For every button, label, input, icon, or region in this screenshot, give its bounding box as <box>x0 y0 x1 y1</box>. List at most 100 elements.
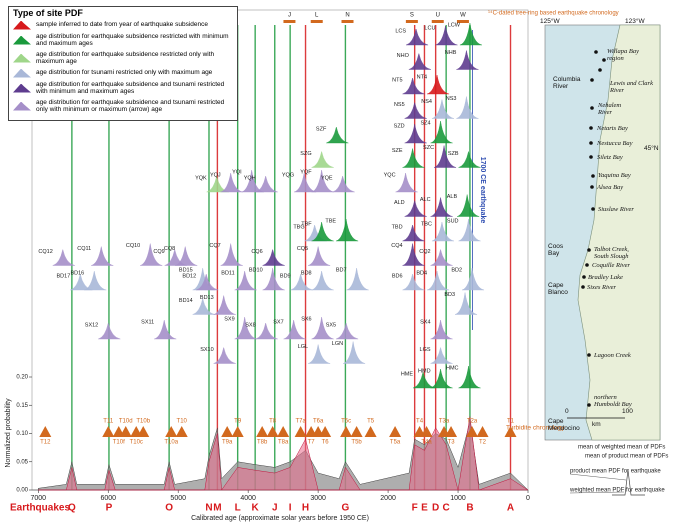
site-pdf <box>220 243 243 266</box>
site-pdf <box>456 96 479 119</box>
site-label: YQH <box>244 175 256 181</box>
site-label: SZG <box>300 151 311 157</box>
site-label: ALD <box>394 200 405 206</box>
legend: Type of site PDF sample inferred to date… <box>8 6 238 121</box>
map-label: Nestucca Bay <box>597 140 633 147</box>
x-tick-label: 4000 <box>240 495 256 502</box>
map-sites <box>581 50 606 407</box>
site-pdf <box>404 102 427 119</box>
site-pdf <box>431 221 454 242</box>
site-pdf <box>140 243 163 266</box>
site-pdf <box>290 273 313 291</box>
turbidite-label: T5a <box>390 440 401 446</box>
turbidite <box>137 426 150 437</box>
site-label: BD2 <box>451 267 462 273</box>
map-label: Siletz Bay <box>597 154 623 161</box>
turbidite <box>350 426 363 437</box>
site-label: NS3 <box>446 96 457 102</box>
tree-ring-bar <box>310 20 323 23</box>
turbidite-label: T3a <box>439 419 450 425</box>
map-label: Nehalem River <box>598 102 622 116</box>
x-axis-title: Calibrated age (approximate solar years … <box>191 515 369 522</box>
tree-ring-bar <box>431 20 444 23</box>
tree-ring-label: J <box>288 13 291 19</box>
site-label: NT4 <box>417 74 427 80</box>
turbidite <box>466 426 479 437</box>
site-pdf <box>326 126 349 144</box>
legend-rows: sample inferred to date from year of ear… <box>13 20 233 114</box>
x-tick-label: 2000 <box>380 495 396 502</box>
site-label: TBD <box>392 224 403 230</box>
site-pdf <box>196 273 219 291</box>
site-label: SX12 <box>85 322 98 328</box>
site-label: NHB <box>445 50 457 56</box>
x-tick-label: 7000 <box>31 495 47 502</box>
site-label: NS5 <box>394 102 405 108</box>
site-pdf <box>213 347 236 364</box>
earthquake-label: L <box>235 503 241 514</box>
site-label: CQ7 <box>209 243 220 249</box>
site-pdf <box>395 172 418 193</box>
turbidite-label: T8b <box>257 440 268 446</box>
turbidite-label: T9 <box>234 419 242 425</box>
tree-ring-bar <box>341 20 354 23</box>
site-label: YQJ <box>210 172 221 178</box>
y-tick-label: 0.20 <box>16 375 28 381</box>
turbidite-label: T11 <box>103 419 114 425</box>
legend-swatch <box>13 101 31 111</box>
turbidite-label: T8a <box>278 440 289 446</box>
site-label: CQ10 <box>126 243 140 249</box>
turbidite-label: T10d <box>119 419 133 425</box>
site-label: SZB <box>448 151 459 157</box>
site-pdf <box>336 218 359 242</box>
site-label: YQE <box>321 175 333 181</box>
site-label: BD10 <box>249 267 263 273</box>
turbidite <box>256 426 269 437</box>
turbidite-label: T2a <box>467 419 478 425</box>
turbidite <box>476 426 489 437</box>
site-label: BD15 <box>179 267 193 273</box>
turbidite-label: T6 <box>322 440 330 446</box>
site-pdf <box>311 169 334 193</box>
site-pdf <box>283 319 306 340</box>
site-label: NS4 <box>421 99 432 105</box>
site-label: YQG <box>282 172 294 178</box>
site-label: LCW <box>448 22 461 28</box>
site-label: CQ2 <box>419 249 430 255</box>
map-label: Netarts Bay <box>597 125 628 132</box>
site-pdf <box>458 365 481 389</box>
site-pdf <box>430 368 453 389</box>
site-label: YQK <box>195 175 207 181</box>
site-label: YQC <box>384 172 396 178</box>
site-label: LCS <box>395 28 406 34</box>
turbidite <box>175 426 188 437</box>
map-label: Bradley Lake <box>588 274 623 281</box>
site-pdf <box>458 218 481 242</box>
site-label: NHO <box>397 53 410 59</box>
site-label: SUD <box>447 218 459 224</box>
tree-ring-label: L <box>315 13 319 19</box>
turbidite-label: T6a <box>313 419 324 425</box>
site-pdf <box>408 53 431 70</box>
site-label: SZ4 <box>420 120 430 126</box>
legend-item: age distribution for earthquake subsiden… <box>13 51 233 66</box>
site-label: TBG <box>293 224 304 230</box>
earthquake-label: P <box>106 503 113 514</box>
site-label: HME <box>401 371 414 377</box>
turbidite <box>319 426 332 437</box>
site-pdf <box>311 221 334 242</box>
turbidite-label: T5c <box>341 419 351 425</box>
legend-swatch <box>13 53 31 63</box>
turbidite-label: T10f <box>113 440 125 446</box>
site-pdf <box>255 175 278 193</box>
map-label: km <box>592 421 601 428</box>
site-label: YQF <box>300 169 312 175</box>
site-pdf <box>98 322 121 340</box>
legend-label: age distribution for tsunami restricted … <box>36 69 213 77</box>
site-pdf <box>154 319 177 340</box>
site-label: ALB <box>447 194 458 200</box>
turbidite <box>102 426 115 437</box>
site-label: SX8 <box>245 322 255 328</box>
turbidite <box>294 426 307 437</box>
